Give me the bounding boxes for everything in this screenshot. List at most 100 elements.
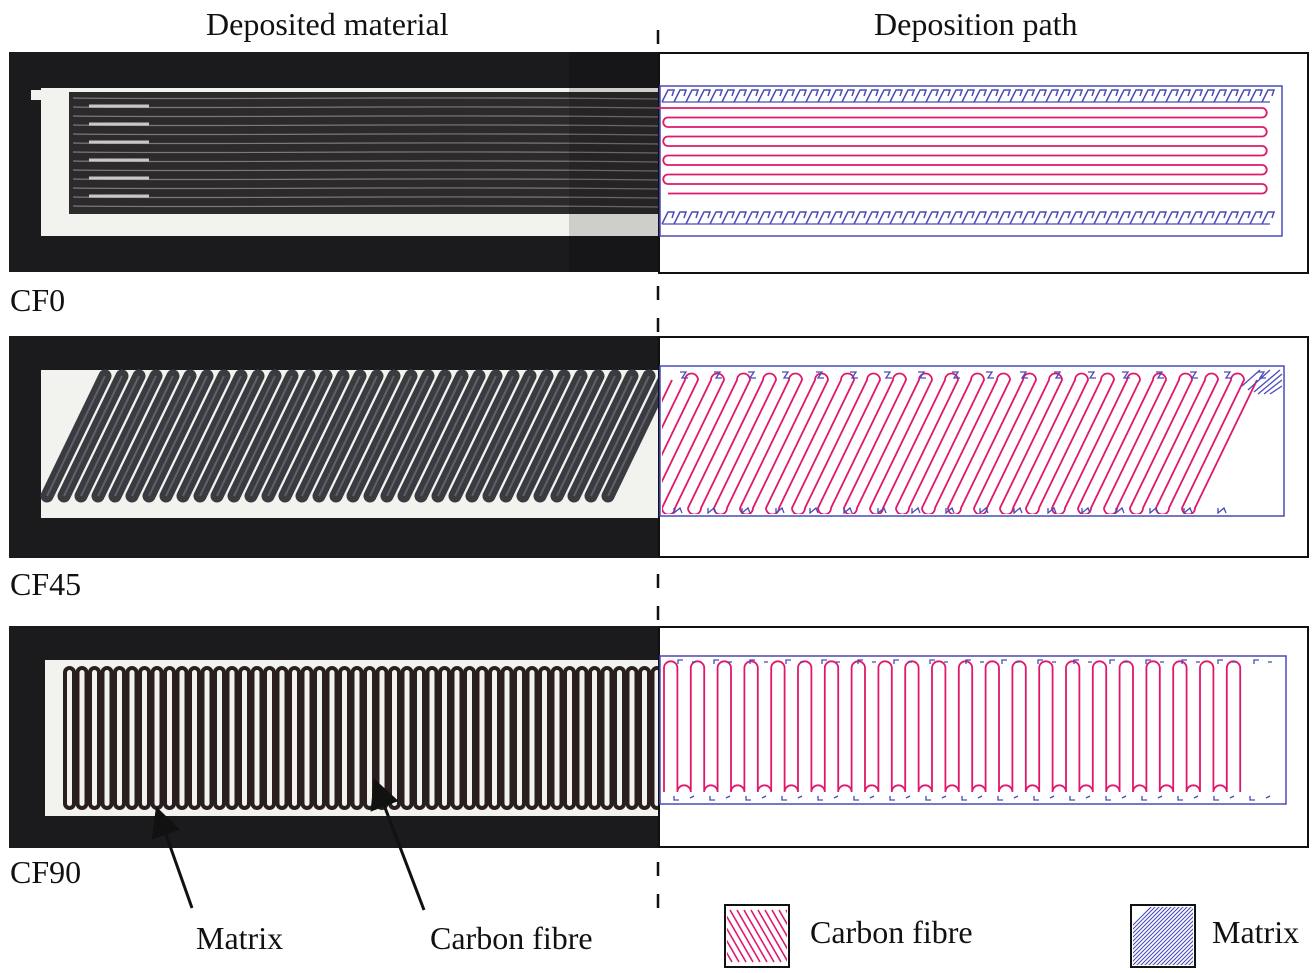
fibre-strand bbox=[516, 369, 588, 503]
fibre-strand bbox=[238, 666, 251, 810]
fibre-strand bbox=[210, 369, 282, 503]
fibre-highlight bbox=[267, 375, 327, 497]
matrix-infill bbox=[661, 89, 1276, 103]
fibre-highlight bbox=[131, 375, 191, 497]
cf90-label: CF90 bbox=[10, 854, 82, 890]
fibre-strand bbox=[40, 369, 112, 503]
fibre-strand bbox=[431, 369, 503, 503]
carbon-fibre-legend-swatch bbox=[724, 904, 790, 968]
matrix-infill bbox=[673, 659, 1272, 801]
fibre-strand bbox=[72, 160, 658, 163]
legend-matrix-pattern bbox=[1133, 907, 1193, 965]
fibre-strand bbox=[575, 666, 589, 810]
fibre-highlight bbox=[250, 375, 310, 497]
fibre-strand bbox=[159, 369, 231, 503]
fibre-highlight bbox=[114, 375, 174, 497]
fibre-strand bbox=[563, 666, 576, 810]
fibre-strand bbox=[550, 369, 622, 503]
fibre-strand bbox=[72, 142, 658, 145]
fibre-strand bbox=[227, 369, 299, 503]
fibre-strand bbox=[475, 666, 489, 810]
carbon-fibre-path bbox=[658, 107, 1268, 195]
fibre-strand bbox=[425, 666, 439, 810]
fibre-strand bbox=[175, 666, 189, 810]
fibre-strand bbox=[100, 666, 114, 810]
matrix-contour bbox=[659, 365, 1285, 517]
fibre-strand bbox=[450, 666, 464, 810]
cf90-photo bbox=[9, 626, 658, 848]
fibre-strand bbox=[601, 377, 658, 503]
fibre-highlight bbox=[165, 375, 225, 497]
fibre-highlight bbox=[352, 375, 412, 497]
fibre-strand bbox=[488, 666, 501, 810]
fibre-strand bbox=[88, 666, 101, 810]
fibre-strand bbox=[500, 666, 514, 810]
fibre-strand bbox=[72, 124, 658, 127]
fibre-highlight bbox=[522, 375, 582, 497]
matrix-arrow bbox=[151, 806, 194, 909]
fibre-strand bbox=[193, 369, 265, 503]
fibre-strand bbox=[413, 666, 426, 810]
fibre-highlight bbox=[301, 375, 361, 497]
fibre-strand bbox=[142, 369, 214, 503]
matrix-contour bbox=[659, 85, 1283, 237]
fibre-strand bbox=[72, 187, 658, 190]
fibre-strand bbox=[550, 666, 564, 810]
cf90-deposition-path bbox=[658, 626, 1310, 848]
fibre-strand bbox=[397, 369, 469, 503]
carbon-fibre-legend-label: Carbon fibre bbox=[810, 914, 973, 950]
fibre-highlight bbox=[97, 375, 157, 497]
matrix-corner-hatch bbox=[1241, 369, 1283, 395]
fibre-strand bbox=[91, 369, 163, 503]
cf90-fibre-strands bbox=[63, 666, 658, 810]
fibre-strand bbox=[600, 666, 614, 810]
fibre-strand bbox=[499, 369, 571, 503]
fibre-strand bbox=[288, 666, 301, 810]
fibre-highlight bbox=[471, 375, 531, 497]
fibre-highlight bbox=[63, 375, 123, 497]
fibre-highlight bbox=[505, 375, 565, 497]
fibre-strand bbox=[108, 369, 180, 503]
fibre-strand bbox=[72, 178, 658, 181]
fibre-strand bbox=[482, 369, 554, 503]
fibre-highlight bbox=[420, 375, 480, 497]
carbon-fibre-annotation: Carbon fibre bbox=[430, 920, 593, 956]
fibre-highlight bbox=[607, 390, 658, 497]
fibre-strand bbox=[588, 666, 601, 810]
fibre-strand bbox=[125, 666, 139, 810]
fibre-highlight bbox=[454, 375, 514, 497]
fibre-strand bbox=[244, 369, 316, 503]
fibre-strand bbox=[414, 369, 486, 503]
cf0-fibre-strands bbox=[72, 97, 658, 208]
fibre-strand bbox=[213, 666, 226, 810]
fibre-strand bbox=[438, 666, 451, 810]
fibre-strand bbox=[125, 369, 197, 503]
fibre-strand bbox=[57, 369, 129, 503]
fibre-strand bbox=[625, 666, 639, 810]
fibre-strand bbox=[138, 666, 151, 810]
fibre-strand bbox=[72, 205, 658, 208]
fibre-strand bbox=[75, 666, 89, 810]
carbon-fibre-path bbox=[663, 660, 1242, 793]
fibre-strand bbox=[312, 369, 384, 503]
fibre-highlight bbox=[403, 375, 463, 497]
fibre-strand bbox=[329, 369, 401, 503]
fibre-highlight bbox=[284, 375, 344, 497]
fibre-highlight bbox=[46, 375, 106, 497]
fibre-strand bbox=[72, 106, 658, 109]
fibre-strand bbox=[533, 369, 605, 503]
fibre-strand bbox=[465, 369, 537, 503]
fibre-strand bbox=[278, 369, 350, 503]
fibre-strand bbox=[363, 666, 376, 810]
fibre-strand bbox=[463, 666, 476, 810]
fibre-highlight bbox=[386, 375, 446, 497]
fibre-strand bbox=[263, 666, 276, 810]
fibre-strand bbox=[567, 369, 639, 503]
fibre-strand bbox=[295, 369, 367, 503]
fibre-highlight bbox=[488, 375, 548, 497]
fibre-highlight bbox=[437, 375, 497, 497]
deposited-material-header: Deposited material bbox=[206, 6, 449, 42]
matrix-annotation: Matrix bbox=[196, 920, 284, 956]
fibre-strand bbox=[113, 666, 126, 810]
fibre-strand bbox=[400, 666, 414, 810]
